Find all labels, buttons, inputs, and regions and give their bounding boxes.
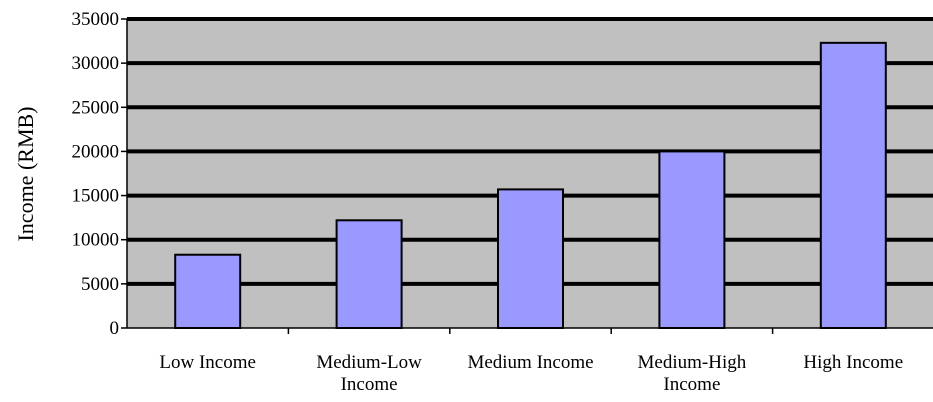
bar	[174, 253, 242, 329]
x-category-label: Medium Income	[467, 352, 593, 373]
bar	[335, 219, 403, 329]
y-tick-label: 35000	[72, 9, 120, 30]
y-tick-label: 25000	[72, 97, 120, 118]
y-tick-label: 0	[110, 318, 120, 339]
x-category-label: High Income	[803, 352, 903, 373]
bar	[658, 150, 726, 329]
y-tick-label: 5000	[81, 274, 119, 295]
y-axis-title: Income (RMB)	[13, 106, 38, 241]
x-category-label: Low Income	[159, 352, 256, 373]
x-category-label: Medium-High Income	[638, 352, 747, 395]
y-tick-label: 30000	[72, 53, 120, 74]
y-tick-label: 10000	[72, 230, 120, 251]
bar	[819, 41, 887, 330]
y-tick-label: 20000	[72, 141, 120, 162]
bar	[497, 188, 564, 329]
x-category-label: Medium-Low Income	[316, 352, 422, 395]
y-tick-label: 15000	[72, 186, 120, 207]
